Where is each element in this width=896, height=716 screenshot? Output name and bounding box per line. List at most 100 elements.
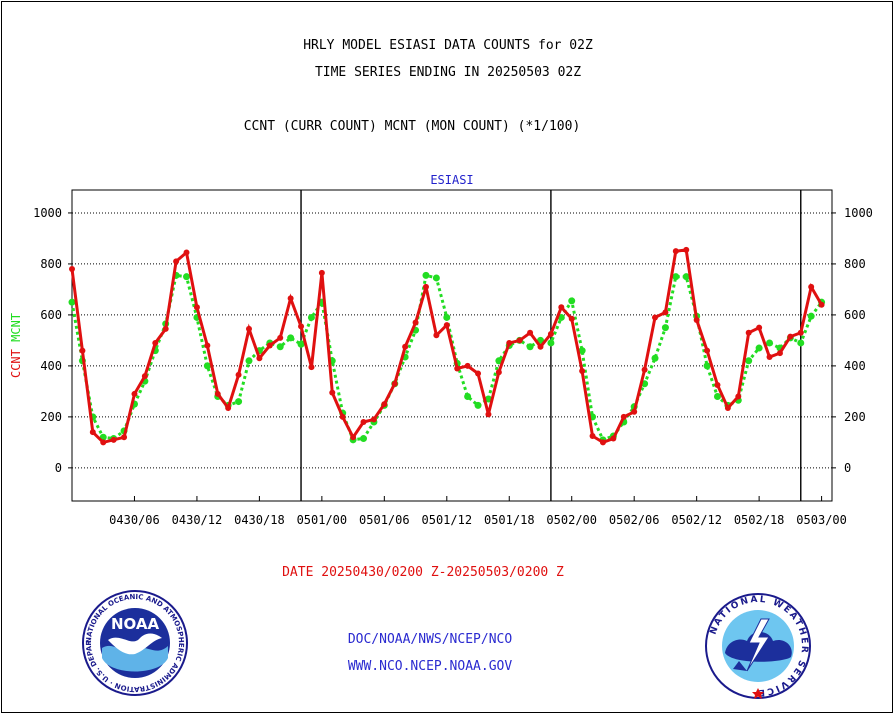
data-point-ccnt (412, 319, 419, 326)
data-point-ccnt (745, 329, 752, 336)
data-point-ccnt (610, 435, 617, 442)
data-point-ccnt (318, 269, 325, 276)
data-point-mcnt (432, 274, 440, 282)
xtick-label: 0501/06 (359, 513, 410, 527)
data-point-ccnt (204, 342, 211, 349)
xtick-label: 0502/06 (609, 513, 660, 527)
chart-title-line1: HRLY MODEL ESIASI DATA COUNTS for 02Z (303, 38, 593, 53)
data-point-ccnt (527, 329, 534, 336)
data-point-ccnt (173, 258, 180, 265)
xtick-label: 0430/06 (109, 513, 160, 527)
data-point-ccnt (225, 404, 232, 411)
nws-logo: NATIONAL WEATHER SERVICE (705, 593, 811, 699)
ytick-label-right: 200 (844, 410, 866, 424)
data-point-ccnt (287, 295, 294, 302)
data-point-mcnt (568, 297, 576, 305)
data-point-mcnt (287, 334, 295, 342)
data-point-ccnt (443, 322, 450, 329)
data-point-ccnt (402, 343, 409, 350)
data-point-ccnt (329, 389, 336, 396)
data-point-ccnt (152, 339, 159, 346)
website-label: WWW.NCO.NCEP.NOAA.GOV (347, 659, 513, 674)
data-point-ccnt (308, 364, 315, 371)
data-point-ccnt (475, 370, 482, 377)
data-point-ccnt (797, 329, 804, 336)
data-point-ccnt (464, 362, 471, 369)
ylabel-mcnt: MCNT (9, 313, 23, 349)
data-point-ccnt (568, 315, 575, 322)
data-point-ccnt (266, 342, 273, 349)
data-point-mcnt (484, 395, 492, 403)
data-point-mcnt (703, 362, 711, 370)
data-point-ccnt (235, 371, 242, 378)
noaa-logo-text: NOAA (111, 615, 160, 633)
data-point-ccnt (620, 413, 627, 420)
data-point-ccnt (183, 249, 190, 256)
xtick-label: 0502/18 (734, 513, 785, 527)
xtick-label: 0430/18 (234, 513, 285, 527)
data-point-ccnt (89, 429, 96, 436)
xtick-label: 0501/12 (422, 513, 473, 527)
ylabel-text: CCNT MCNT (9, 313, 23, 378)
data-point-ccnt (547, 331, 554, 338)
data-point-ccnt (485, 411, 492, 418)
data-point-ccnt (735, 393, 742, 400)
data-point-ccnt (433, 332, 440, 339)
ytick-label-left: 0 (55, 461, 62, 475)
data-point-ccnt (516, 337, 523, 344)
data-point-ccnt (370, 416, 377, 423)
data-point-ccnt (631, 408, 638, 415)
xtick-label: 0503/00 (796, 513, 847, 527)
data-point-ccnt (79, 347, 86, 354)
data-point-mcnt (443, 313, 451, 321)
ylabel-left: CCNT MCNT (9, 313, 23, 378)
data-point-ccnt (724, 404, 731, 411)
data-point-mcnt (672, 273, 680, 281)
data-point-ccnt (350, 434, 357, 441)
data-point-ccnt (110, 436, 117, 443)
data-point-ccnt (391, 380, 398, 387)
data-point-mcnt (68, 298, 76, 306)
data-point-ccnt (339, 413, 346, 420)
ytick-label-left: 1000 (33, 206, 62, 220)
data-point-mcnt (713, 392, 721, 400)
data-point-mcnt (183, 273, 191, 281)
data-point-ccnt (360, 418, 367, 425)
data-point-ccnt (683, 246, 690, 253)
ylabel-ccnt: CCNT (9, 349, 23, 378)
xtick-label: 0502/00 (546, 513, 597, 527)
data-point-ccnt (652, 314, 659, 321)
data-point-ccnt (808, 283, 815, 290)
ytick-label-left: 600 (40, 308, 62, 322)
ytick-label-left: 800 (40, 257, 62, 271)
data-point-ccnt (162, 325, 169, 332)
data-point-ccnt (454, 365, 461, 372)
data-point-mcnt (307, 313, 315, 321)
data-point-ccnt (662, 309, 669, 316)
data-point-ccnt (245, 325, 252, 332)
plot-area (71, 189, 833, 502)
data-point-ccnt (277, 334, 284, 341)
data-point-ccnt (787, 333, 794, 340)
xtick-label: 0502/12 (671, 513, 722, 527)
xtick-label: 0501/00 (297, 513, 348, 527)
data-point-ccnt (422, 283, 429, 290)
data-point-ccnt (69, 266, 75, 273)
data-point-ccnt (121, 434, 128, 441)
data-point-ccnt (214, 390, 221, 397)
ytick-label-right: 400 (844, 359, 866, 373)
time-series-chart: 0 0 200 200 400 400 600 600 800 800 1000 1000 0430/0… (9, 173, 873, 527)
data-point-mcnt (766, 339, 774, 347)
data-point-mcnt (661, 324, 669, 332)
data-point-mcnt (422, 271, 430, 279)
data-point-mcnt (651, 354, 659, 362)
data-point-ccnt (298, 323, 305, 330)
data-point-mcnt (526, 343, 534, 351)
data-point-mcnt (745, 357, 753, 365)
data-point-ccnt (495, 369, 502, 376)
data-point-ccnt (776, 350, 783, 357)
org-path-label: DOC/NOAA/NWS/NCEP/NCO (347, 632, 513, 647)
data-point-ccnt (714, 382, 721, 389)
data-point-mcnt (203, 362, 211, 370)
